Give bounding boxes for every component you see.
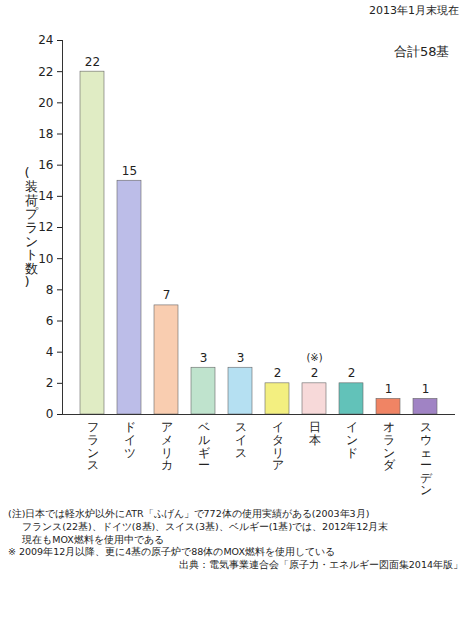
svg-text:8: 8 bbox=[46, 283, 54, 297]
svg-text:イタリア: イタリア bbox=[272, 420, 284, 472]
svg-text:合計58基: 合計58基 bbox=[394, 44, 450, 59]
svg-text:スイス: スイス bbox=[235, 420, 247, 459]
svg-text:ベルギー: ベルギー bbox=[198, 420, 210, 472]
svg-text:アメリカ: アメリカ bbox=[161, 420, 173, 472]
html-text:2013年1月末現在: 2013年1月末現在 bbox=[369, 4, 459, 17]
svg-text:2: 2 bbox=[46, 376, 54, 390]
svg-text:フランス: フランス bbox=[87, 420, 99, 472]
svg-text:15: 15 bbox=[122, 164, 137, 178]
svg-text:2: 2 bbox=[274, 366, 282, 380]
html-text:現在もMOX燃料を使用中である: 現在もMOX燃料を使用中である bbox=[22, 533, 164, 545]
svg-text:1: 1 bbox=[385, 382, 393, 396]
svg-text:3: 3 bbox=[200, 351, 208, 365]
svg-text:20: 20 bbox=[38, 96, 53, 110]
svg-text:14: 14 bbox=[38, 189, 53, 203]
html-text:(注)日本では軽水炉以外にATR「ふげん」で772体の使用実: (注)日本では軽水炉以外にATR「ふげん」で772体の使用実績がある(2003年… bbox=[8, 508, 370, 519]
svg-text:18: 18 bbox=[38, 127, 53, 141]
svg-text:0: 0 bbox=[46, 407, 54, 421]
svg-text:(装荷プラント数): (装荷プラント数) bbox=[25, 165, 39, 289]
svg-text:24: 24 bbox=[38, 33, 53, 47]
svg-text:1: 1 bbox=[422, 382, 430, 396]
svg-text:12: 12 bbox=[38, 220, 53, 234]
svg-text:10: 10 bbox=[38, 252, 53, 266]
svg-text:4: 4 bbox=[46, 345, 54, 359]
svg-text:インド: インド bbox=[346, 420, 358, 459]
svg-text:日本: 日本 bbox=[309, 420, 321, 447]
svg-text:6: 6 bbox=[46, 314, 54, 328]
html-text:出典：電気事業連合会「原子力・エネルギー図面集2014年版」: 出典：電気事業連合会「原子力・エネルギー図面集2014年版」 bbox=[178, 559, 463, 571]
svg-text:16: 16 bbox=[38, 158, 53, 172]
svg-text:2: 2 bbox=[348, 366, 356, 380]
svg-text:2: 2 bbox=[311, 366, 319, 380]
svg-text:22: 22 bbox=[38, 65, 53, 79]
html-text:フランス(22基)、ドイツ(8基)、スイス(3基)、ベルギー: フランス(22基)、ドイツ(8基)、スイス(3基)、ベルギー(1基)では、201… bbox=[22, 520, 389, 532]
svg-text:22: 22 bbox=[85, 55, 100, 69]
svg-text:(※): (※) bbox=[306, 352, 322, 363]
svg-text:スウェーデン: スウェーデン bbox=[420, 420, 433, 497]
svg-text:ドイツ: ドイツ bbox=[124, 420, 136, 459]
svg-text:3: 3 bbox=[237, 351, 245, 365]
svg-text:オランダ: オランダ bbox=[383, 420, 396, 472]
html-text:※ 2009年12月以降、更に4基の原子炉で88体のMOX燃: ※ 2009年12月以降、更に4基の原子炉で88体のMOX燃料を使用している bbox=[8, 546, 335, 558]
svg-text:7: 7 bbox=[163, 288, 171, 302]
